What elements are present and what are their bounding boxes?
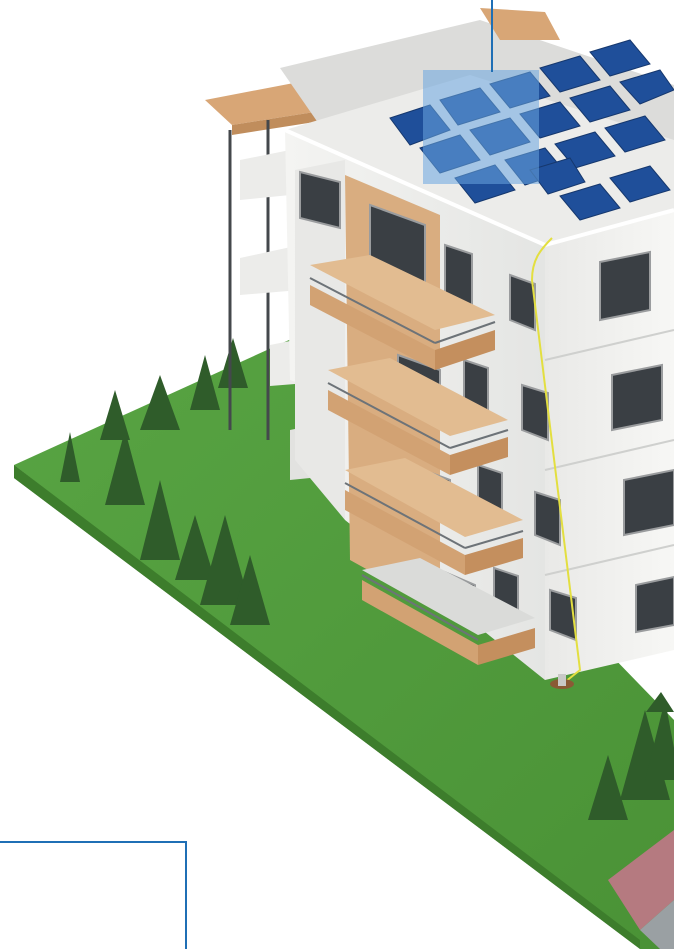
balconies: [309, 255, 535, 665]
callout-box-right-edge: [185, 841, 187, 949]
lawn: [14, 335, 674, 949]
building-facade-right: [544, 210, 674, 680]
callout-line-top-vertical: [491, 0, 493, 72]
paved-path: [608, 830, 674, 949]
callout-box-top-edge: [0, 841, 187, 843]
solar-cable: [530, 237, 582, 689]
trees: [60, 338, 674, 820]
highlight-overlay: [423, 70, 539, 184]
